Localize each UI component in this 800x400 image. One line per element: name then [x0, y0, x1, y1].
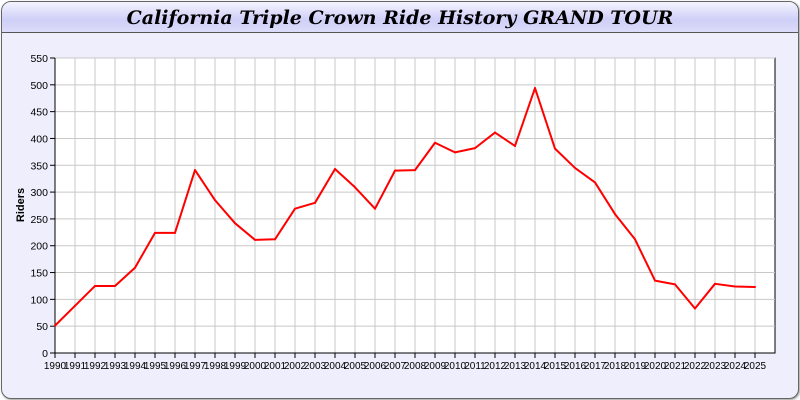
x-tick-label: 1995 [144, 361, 167, 372]
data-point [534, 87, 536, 90]
chart-title: California Triple Crown Ride History GRA… [126, 7, 674, 29]
y-tick-label: 500 [30, 80, 48, 92]
y-tick-label: 0 [42, 348, 48, 360]
x-tick-label: 2009 [424, 361, 447, 372]
data-point [574, 166, 576, 169]
data-point [314, 201, 316, 204]
data-point [414, 169, 416, 172]
y-tick-label: 250 [30, 214, 48, 226]
x-tick-label: 2011 [464, 361, 486, 372]
x-tick-label: 2024 [724, 361, 747, 372]
x-tick-label: 2003 [304, 361, 327, 372]
data-point [374, 207, 376, 210]
data-point [554, 147, 556, 150]
y-tick-label: 300 [30, 187, 48, 199]
data-point [274, 238, 276, 241]
x-tick-label: 2023 [704, 361, 727, 372]
y-tick-label: 450 [30, 107, 48, 119]
data-point [674, 283, 676, 286]
x-tick-label: 2018 [604, 361, 627, 372]
data-point [594, 181, 596, 184]
x-tick-label: 2001 [264, 361, 287, 372]
x-tick-label: 2005 [344, 361, 367, 372]
data-point [94, 284, 96, 287]
x-tick-label: 1991 [64, 361, 87, 372]
y-axis-label: Riders [15, 188, 27, 222]
data-point [714, 282, 716, 285]
x-tick-label: 1998 [204, 361, 227, 372]
data-point [334, 168, 336, 171]
data-point [254, 238, 256, 241]
y-tick-label: 200 [30, 241, 48, 253]
data-point [394, 169, 396, 172]
x-tick-label: 1992 [84, 361, 107, 372]
x-tick-label: 2015 [544, 361, 567, 372]
x-tick-label: 2008 [404, 361, 427, 372]
x-tick-label: 2012 [484, 361, 507, 372]
x-tick-label: 2004 [324, 361, 347, 372]
title-bar: California Triple Crown Ride History GRA… [2, 2, 798, 33]
x-tick-label: 1994 [124, 361, 147, 372]
x-tick-label: 2021 [664, 361, 687, 372]
data-point [654, 279, 656, 282]
y-tick-label: 50 [36, 321, 48, 333]
y-tick-label: 550 [30, 53, 48, 65]
data-point [694, 307, 696, 310]
y-tick-label: 350 [30, 160, 48, 172]
data-point [354, 186, 356, 189]
x-tick-label: 2006 [364, 361, 387, 372]
data-point [454, 151, 456, 154]
data-point [74, 304, 76, 307]
x-tick-label: 2007 [384, 361, 407, 372]
series-line [54, 87, 756, 327]
x-tick-label: 2022 [684, 361, 707, 372]
x-tick-label: 2002 [284, 361, 307, 372]
data-point [234, 222, 236, 225]
data-point [294, 207, 296, 210]
y-tick-label: 400 [30, 133, 48, 145]
data-point [514, 144, 516, 147]
x-tick-label: 1999 [224, 361, 247, 372]
x-tick-label: 1993 [104, 361, 127, 372]
x-tick-label: 2000 [244, 361, 267, 372]
data-point [474, 147, 476, 150]
x-tick-label: 2017 [584, 361, 607, 372]
data-point [54, 324, 56, 327]
data-point [434, 141, 436, 144]
x-tick-label: 2016 [564, 361, 587, 372]
x-tick-label: 2013 [504, 361, 527, 372]
data-point [174, 231, 176, 234]
x-tick-label: 2025 [744, 361, 767, 372]
data-point [634, 238, 636, 241]
data-point [214, 199, 216, 202]
data-point [194, 169, 196, 172]
data-point [494, 131, 496, 134]
data-point [754, 286, 756, 289]
x-tick-label: 2019 [624, 361, 647, 372]
y-tick-label: 100 [30, 294, 48, 306]
data-point [114, 284, 116, 287]
x-tick-label: 1997 [184, 361, 207, 372]
x-tick-label: 1990 [44, 361, 67, 372]
y-tick-label: 150 [30, 268, 48, 280]
x-tick-label: 2020 [644, 361, 667, 372]
data-point [154, 231, 156, 234]
data-point [614, 213, 616, 216]
data-point [134, 266, 136, 269]
data-point [734, 285, 736, 288]
x-tick-label: 2014 [524, 361, 547, 372]
x-tick-label: 1996 [164, 361, 187, 372]
x-tick-label: 2010 [444, 361, 467, 372]
